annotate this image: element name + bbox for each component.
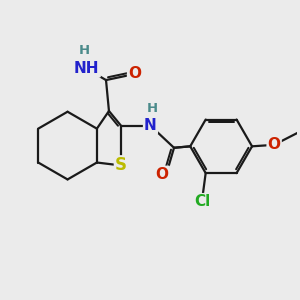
- Text: Cl: Cl: [195, 194, 211, 209]
- Text: S: S: [115, 157, 127, 175]
- Text: NH: NH: [74, 61, 100, 76]
- Text: O: O: [268, 137, 281, 152]
- Text: O: O: [128, 66, 141, 81]
- Text: H: H: [79, 44, 90, 57]
- Text: O: O: [156, 167, 169, 182]
- Text: N: N: [144, 118, 157, 133]
- Text: H: H: [146, 102, 158, 115]
